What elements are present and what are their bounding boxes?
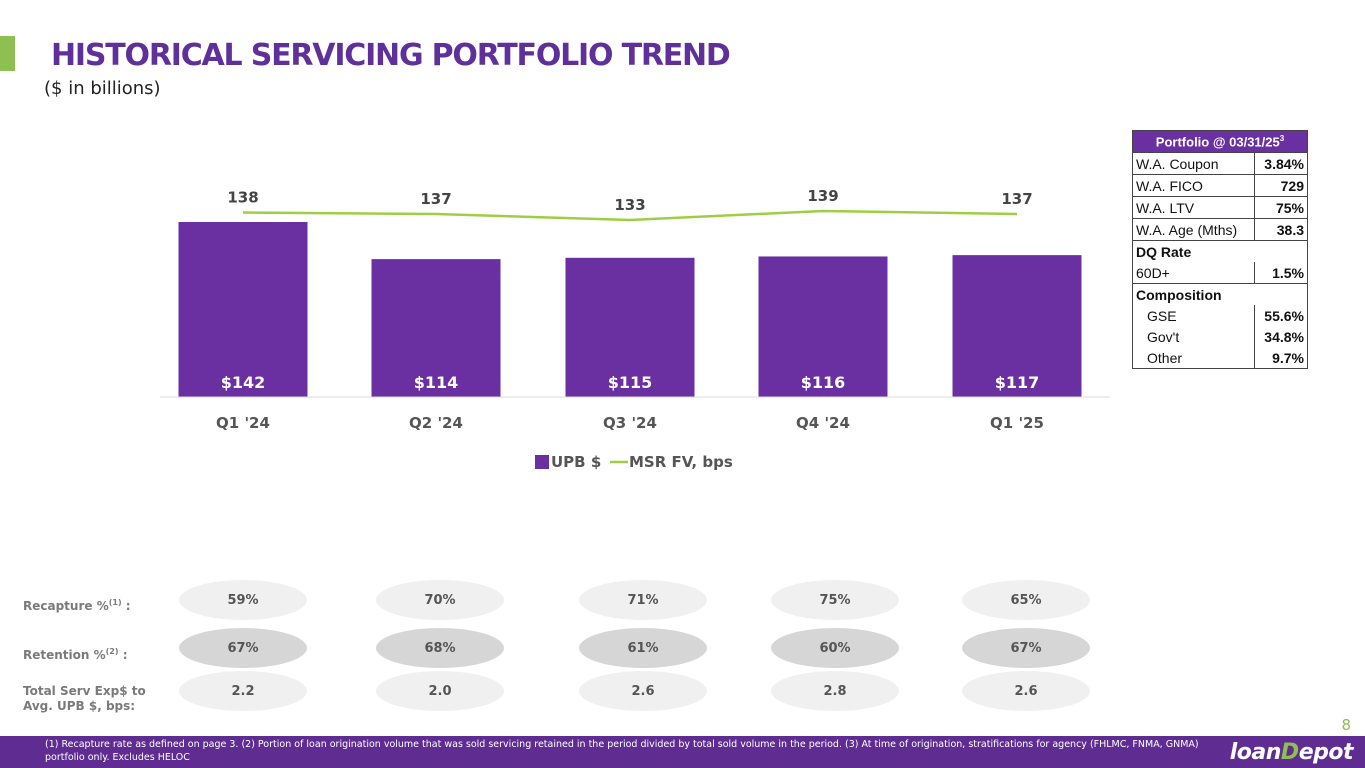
row-label: GSE (1131, 305, 1256, 326)
page-number: 8 (1341, 716, 1351, 734)
portfolio-table: Portfolio @ 03/31/253 W.A. Coupon 3.84% W… (1131, 130, 1308, 369)
x-tick-label: Q4 '24 (796, 414, 850, 432)
msr-value-label: 137 (1001, 190, 1032, 208)
msr-value-label: 137 (420, 190, 451, 208)
row-label: Gov't (1131, 326, 1256, 347)
serv_exp-pill: 2.2 (179, 671, 307, 711)
retention-label: Retention %(2) : (23, 647, 128, 662)
recapture-pill: 59% (179, 580, 307, 620)
row-value: 55.6% (1254, 305, 1308, 326)
row-value: 75% (1254, 196, 1308, 219)
retention-pill: 67% (962, 628, 1090, 668)
recapture-pill: 75% (771, 580, 899, 620)
bar-upb-3 (758, 256, 888, 397)
x-tick-label: Q3 '24 (603, 414, 657, 432)
loandepot-logo: loanDepot (1229, 740, 1354, 765)
footer-bar: (1) Recapture rate as defined on page 3.… (0, 736, 1365, 768)
table-row: GSE 55.6% (1131, 305, 1308, 326)
bar-upb-0 (178, 222, 308, 397)
row-label: 60D+ (1131, 262, 1256, 284)
x-tick-label: Q1 '25 (990, 414, 1044, 432)
msr-value-label: 138 (227, 189, 258, 207)
bar-value-label: $114 (414, 373, 459, 392)
retention-pill: 67% (179, 628, 307, 668)
portfolio-table-title: Portfolio @ 03/31/253 (1132, 130, 1308, 153)
retention-pill: 60% (771, 628, 899, 668)
page-title: HISTORICAL SERVICING PORTFOLIO TREND (51, 38, 731, 73)
page-subtitle: ($ in billions) (44, 78, 161, 99)
title-accent-bar (0, 36, 15, 71)
table-row: W.A. FICO 729 (1131, 174, 1308, 197)
bar-value-label: $117 (995, 373, 1040, 392)
row-label: W.A. Coupon (1131, 152, 1256, 175)
row-label: W.A. Age (Mths) (1131, 218, 1256, 241)
table-row: W.A. Age (Mths) 38.3 (1131, 218, 1308, 241)
retention-pill: 68% (376, 628, 504, 668)
footnote: (1) Recapture rate as defined on page 3.… (45, 739, 1199, 763)
table-row: DQ Rate (1132, 240, 1308, 262)
row-value: 729 (1254, 174, 1308, 197)
legend-label-upb: UPB $ (551, 453, 601, 471)
serv_exp-pill: 2.6 (962, 671, 1090, 711)
bar-upb-4 (952, 255, 1082, 397)
serv_exp-pill: 2.0 (376, 671, 504, 711)
row-label: W.A. LTV (1131, 196, 1256, 219)
x-tick-label: Q1 '24 (216, 414, 270, 432)
composition-heading: Composition (1132, 283, 1308, 305)
row-value: 1.5% (1254, 262, 1308, 284)
row-value: 34.8% (1254, 326, 1308, 347)
table-row: Composition (1132, 283, 1308, 305)
table-row: W.A. LTV 75% (1131, 196, 1308, 219)
table-row: Other 9.7% (1131, 347, 1308, 369)
bar-value-label: $142 (221, 373, 266, 392)
labels-layer: $142 Q1 '24 $114 Q2 '24 $115 Q3 '24 $116 Q4 '24… (216, 187, 1044, 432)
table-row: 60D+ 1.5% (1131, 262, 1308, 284)
dq-heading: DQ Rate (1132, 240, 1308, 262)
msr-value-label: 133 (614, 196, 645, 214)
legend-swatch-upb (535, 455, 549, 469)
recapture-label: Recapture %(1) : (23, 598, 131, 613)
row-label: W.A. FICO (1131, 174, 1256, 197)
serv_exp-pill: 2.8 (771, 671, 899, 711)
bar-upb-1 (371, 259, 501, 397)
bar-value-label: $115 (608, 373, 653, 392)
row-value: 3.84% (1254, 152, 1308, 175)
legend-label-msr: MSR FV, bps (629, 453, 733, 471)
bars-layer (178, 222, 1082, 397)
retention-pill: 61% (579, 628, 707, 668)
serv-exp-label: Total Serv Exp$ to Avg. UPB $, bps: (23, 684, 146, 713)
bar-value-label: $116 (801, 373, 846, 392)
table-row: Gov't 34.8% (1131, 326, 1308, 347)
row-label: Other (1131, 347, 1256, 369)
recapture-pill: 71% (579, 580, 707, 620)
recapture-pill: 65% (962, 580, 1090, 620)
x-tick-label: Q2 '24 (409, 414, 463, 432)
portfolio-chart: $142 Q1 '24 $114 Q2 '24 $115 Q3 '24 $116 Q4 '24… (160, 187, 1110, 471)
row-value: 9.7% (1254, 347, 1308, 369)
recapture-pill: 70% (376, 580, 504, 620)
legend: UPB $ MSR FV, bps (535, 453, 733, 471)
serv_exp-pill: 2.6 (579, 671, 707, 711)
table-row: W.A. Coupon 3.84% (1131, 152, 1308, 175)
bar-upb-2 (565, 257, 695, 397)
row-value: 38.3 (1254, 218, 1308, 241)
msr-value-label: 139 (807, 187, 838, 205)
